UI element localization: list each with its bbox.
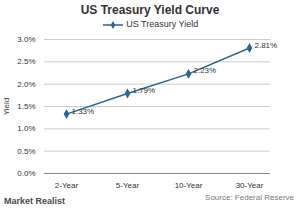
svg-text:Yield: Yield [2,98,11,116]
svg-text:5-Year: 5-Year [116,181,140,190]
svg-text:0.5%: 0.5% [17,147,35,156]
svg-text:1.0%: 1.0% [17,124,35,133]
svg-text:10-Year: 10-Year [175,181,203,190]
svg-text:2.81%: 2.81% [255,41,278,50]
svg-text:2.23%: 2.23% [194,66,217,75]
svg-text:2.0%: 2.0% [17,80,35,89]
html-text:US Treasury Yield Curve: US Treasury Yield Curve [80,3,220,17]
html-text:Market Realist: Market Realist [4,196,65,206]
svg-text:1.33%: 1.33% [72,107,95,116]
html-text:US Treasury Yield: US Treasury Yield [123,19,199,29]
html-text:Source: Federal Reserve: Source: Federal Reserve [205,193,294,202]
svg-text:30-Year: 30-Year [236,181,264,190]
svg-text:2.5%: 2.5% [17,57,35,66]
svg-text:1.79%: 1.79% [133,86,156,95]
svg-text:0.0%: 0.0% [17,169,35,178]
svg-text:3.0%: 3.0% [17,35,35,44]
svg-text:1.5%: 1.5% [17,102,35,111]
svg-text:2-Year: 2-Year [55,181,79,190]
